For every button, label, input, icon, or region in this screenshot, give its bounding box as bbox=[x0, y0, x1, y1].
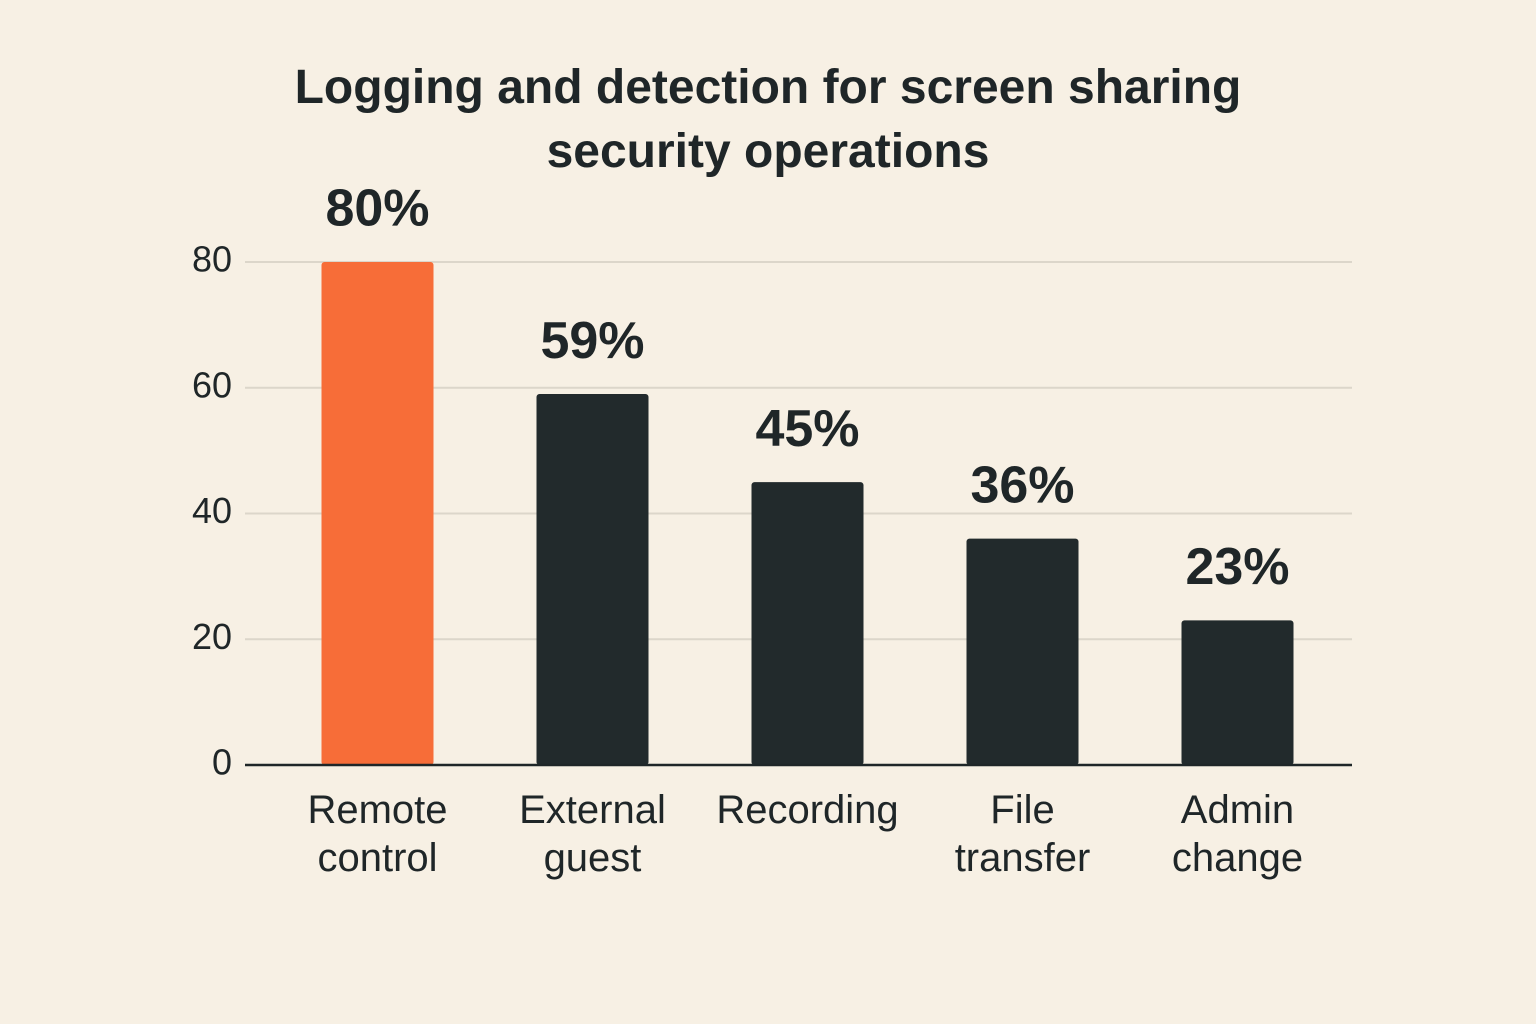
y-tick-label: 20 bbox=[192, 616, 232, 657]
x-tick-label: Admin change bbox=[1171, 788, 1304, 880]
value-label: 59% bbox=[540, 312, 644, 370]
x-tick-label: File transfer bbox=[954, 788, 1091, 880]
x-tick-label: External guest bbox=[519, 788, 666, 880]
chart-title: Logging and detection for screen sharing… bbox=[294, 61, 1242, 178]
y-tick-label: 60 bbox=[192, 364, 232, 405]
y-tick-label: 80 bbox=[192, 239, 232, 280]
y-tick-label: 40 bbox=[192, 490, 232, 531]
value-label: 80% bbox=[325, 180, 429, 238]
value-label: 36% bbox=[970, 456, 1074, 514]
x-tick-label: Remote control bbox=[307, 788, 448, 880]
value-label: 45% bbox=[755, 400, 859, 458]
x-tick-label: Recording bbox=[716, 788, 899, 832]
bar bbox=[751, 482, 864, 765]
y-tick-label: 0 bbox=[212, 742, 232, 783]
bar bbox=[536, 394, 649, 765]
value-label: 23% bbox=[1185, 538, 1289, 596]
bar bbox=[966, 538, 1079, 765]
bar bbox=[321, 262, 434, 765]
bar bbox=[1181, 620, 1294, 765]
